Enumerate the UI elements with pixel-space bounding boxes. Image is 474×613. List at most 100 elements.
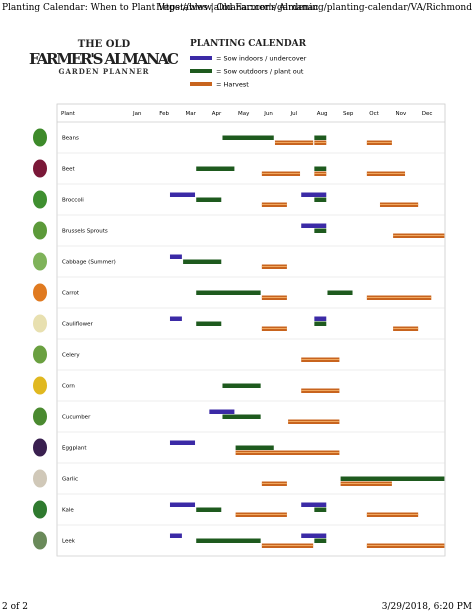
legend-label: = Sow indoors / undercover (216, 55, 307, 63)
calendar-bar (196, 197, 222, 202)
plant-name: Beans (62, 136, 79, 142)
month-header: Feb (159, 111, 169, 117)
bar-highlight (379, 204, 419, 205)
calendar-bar (314, 538, 327, 543)
calendar-bar (222, 135, 274, 140)
bar-highlight (366, 297, 432, 298)
month-header: Nov (396, 111, 407, 117)
month-header: Sep (343, 111, 354, 117)
calendar-bar (340, 476, 445, 481)
print-datetime: 3/29/2018, 6:20 PM (382, 602, 472, 612)
bar-highlight (288, 421, 340, 422)
calendar-bar (301, 192, 327, 197)
column-header: Plant (61, 111, 76, 117)
month-header: Jan (132, 111, 142, 117)
plant-name: Brussels Sprouts (62, 229, 108, 235)
calendar-bar (301, 223, 327, 228)
month-header: May (238, 111, 250, 117)
month-header: Jun (263, 111, 273, 117)
bar-highlight (274, 142, 314, 143)
plant-name: Corn (62, 384, 75, 390)
logo-subtitle: GARDEN PLANNER (58, 67, 149, 76)
plant-icon (33, 159, 47, 178)
calendar-bar (183, 259, 222, 264)
bar-highlight (366, 173, 406, 174)
plant-name: Cauliflower (62, 322, 93, 328)
plant-icon (33, 190, 47, 209)
legend-swatch (190, 69, 212, 73)
calendar-bar (169, 254, 182, 259)
calendar-bar (327, 290, 353, 295)
calendar-bar (314, 316, 327, 321)
bar-highlight (235, 452, 340, 453)
bar-highlight (366, 514, 419, 515)
plant-name: Beet (62, 167, 76, 173)
bar-highlight (261, 266, 287, 267)
bar-highlight (261, 204, 287, 205)
plant-name: Celery (62, 353, 80, 359)
calendar-bar (222, 414, 261, 419)
calendar-bar (169, 440, 196, 445)
month-header: Mar (186, 111, 197, 117)
month-header: Dec (422, 111, 433, 117)
bar-highlight (314, 173, 327, 174)
calendar-bar (235, 445, 274, 450)
bar-highlight (261, 545, 314, 546)
calendar-bar (169, 316, 182, 321)
calendar-bar (314, 135, 327, 140)
calendar-bar (196, 507, 222, 512)
bar-highlight (261, 483, 287, 484)
plant-name: Carrot (62, 291, 80, 297)
legend-swatch (190, 82, 212, 86)
plant-icon (33, 314, 47, 333)
calendar-bar (301, 533, 327, 538)
plant-icon (33, 438, 47, 457)
bar-highlight (301, 359, 340, 360)
plant-icon (33, 469, 47, 488)
print-page: 2 of 2 (2, 602, 28, 612)
plant-icons (33, 128, 47, 550)
plant-icon (33, 221, 47, 240)
calendar-bar (169, 502, 196, 507)
plant-icon (33, 376, 47, 395)
calendar-bar (169, 192, 196, 197)
bar-highlight (301, 390, 340, 391)
calendar-bar (196, 290, 261, 295)
bar-highlight (235, 514, 287, 515)
plant-name: Broccoli (62, 198, 84, 204)
plant-name: Garlic (62, 477, 78, 483)
print-url: https://www.almanac.com/gardening/planti… (156, 3, 472, 13)
calendar-bar (169, 533, 182, 538)
calendar-bar (196, 321, 222, 326)
bar-highlight (366, 142, 392, 143)
bar-highlight (314, 142, 327, 143)
calendar-bar (222, 383, 261, 388)
logo-title: FARMER'S ALMANAC (29, 50, 179, 68)
print-title: Planting Calendar: When to Plant Vegetab… (2, 3, 318, 13)
plant-icon (33, 252, 47, 271)
calendar-bar (314, 166, 327, 171)
legend-title: PLANTING CALENDAR (190, 39, 307, 49)
plant-name: Eggplant (62, 446, 87, 452)
calendar-bar (196, 538, 261, 543)
bar-highlight (261, 173, 301, 174)
plant-icon (33, 283, 47, 302)
plant-icon (33, 531, 47, 550)
calendar-bar (301, 502, 327, 507)
bar-highlight (261, 297, 287, 298)
calendar-bar (314, 507, 327, 512)
calendar-bar (314, 228, 327, 233)
calendar-bar (314, 197, 327, 202)
month-header: Oct (369, 111, 379, 117)
plant-icon (33, 128, 47, 147)
plant-icon (33, 407, 47, 426)
calendar-bar (314, 321, 327, 326)
plant-name: Leek (62, 539, 76, 545)
bar-highlight (261, 328, 287, 329)
plant-name: Cabbage (Summer) (62, 260, 116, 266)
calendar-bar (209, 409, 235, 414)
plant-icon (33, 500, 47, 519)
bar-highlight (366, 545, 445, 546)
plant-name: Cucumber (62, 415, 91, 421)
